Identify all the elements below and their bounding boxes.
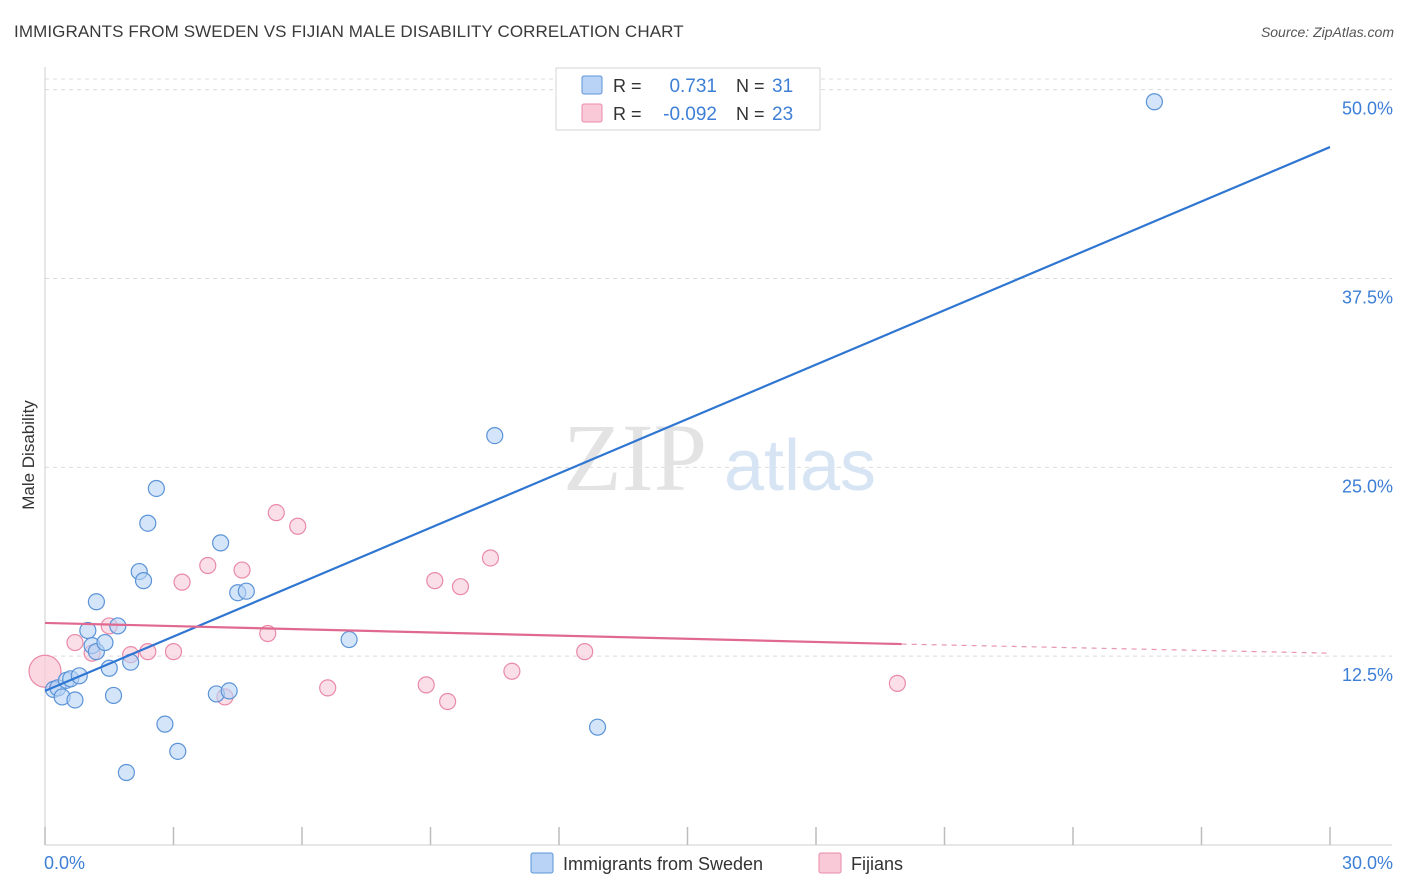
bottom-legend-swatch-pink (818, 852, 842, 874)
y-tick-label: 37.5% (1342, 287, 1393, 307)
sweden-point (486, 427, 504, 445)
fijian-trend-line (44, 621, 902, 646)
x-tick-label: 0.0% (44, 853, 85, 873)
sweden-point (139, 514, 157, 532)
sweden-point (340, 630, 358, 649)
y-tick-label: 50.0% (1342, 99, 1393, 119)
y-axis-title: Male Disability (19, 400, 38, 510)
sweden-point (134, 572, 153, 590)
fijian-point (439, 692, 457, 711)
chart-title: IMMIGRANTS FROM SWEDEN VS FIJIAN MALE DI… (14, 22, 684, 41)
sweden-point (220, 682, 238, 700)
sweden-point (66, 691, 84, 709)
fijian-point (503, 662, 521, 680)
bottom-legend-label-fijians: Fijians (851, 854, 903, 874)
fijian-point (451, 578, 470, 596)
fijian-point (888, 674, 906, 692)
watermark: ZIP atlas (563, 404, 876, 511)
trend-layer (44, 146, 1331, 692)
fijian-point (164, 643, 183, 661)
fijian-point (576, 643, 594, 661)
legend-n-label-1: N = (736, 76, 765, 96)
fijian-point (28, 654, 62, 688)
sweden-point (1145, 93, 1163, 111)
source-label: Source: ZipAtlas.com (1260, 24, 1394, 40)
fijian-point (319, 679, 337, 697)
series-legend: Immigrants from Sweden Fijians (530, 852, 903, 874)
bottom-legend-label-sweden: Immigrants from Sweden (563, 854, 763, 874)
fijian-point (426, 572, 444, 590)
sweden-point (87, 593, 106, 611)
sweden-point (104, 686, 123, 705)
legend-swatch-pink (581, 103, 603, 123)
sweden-point (147, 479, 165, 498)
sweden-point (588, 718, 607, 736)
legend-n-value-2: 23 (772, 104, 793, 125)
legend-r-label-1: R = (613, 76, 642, 96)
fijian-trend-extension (901, 643, 1331, 654)
legend-n-label-2: N = (736, 104, 765, 124)
legend-r-value-1: 0.731 (669, 76, 717, 97)
sweden-trend-line (44, 146, 1331, 692)
fijian-point (417, 676, 435, 694)
sweden-point (237, 582, 255, 600)
bottom-legend-swatch-blue (530, 852, 554, 874)
fijian-point (199, 556, 217, 575)
sweden-point (96, 633, 114, 652)
sweden-point (212, 534, 230, 552)
sweden-point (169, 742, 187, 760)
x-tick-label: 30.0% (1342, 853, 1393, 873)
fijian-point (289, 517, 307, 535)
fijian-point (267, 504, 285, 522)
sweden-point (156, 715, 174, 733)
legend-r-value-2: -0.092 (663, 104, 717, 125)
legend-n-value-1: 31 (772, 76, 793, 97)
fijian-point (66, 633, 84, 652)
sweden-point (117, 763, 135, 782)
points-layer (28, 93, 1163, 782)
legend-swatch-blue (581, 75, 603, 95)
legend-r-label-2: R = (613, 104, 642, 124)
correlation-legend: R = 0.731 N = 31 R = -0.092 N = 23 (555, 67, 821, 131)
fijian-point (173, 573, 191, 591)
watermark-atlas: atlas (724, 426, 876, 506)
axes-layer (44, 67, 1392, 846)
y-tick-label: 12.5% (1342, 665, 1393, 685)
fijian-point (233, 561, 251, 579)
y-tick-label: 25.0% (1342, 476, 1393, 496)
labels-layer: 12.5% 25.0% 37.5% 50.0% 0.0% 30.0% (44, 99, 1393, 873)
fijian-point (481, 549, 500, 567)
